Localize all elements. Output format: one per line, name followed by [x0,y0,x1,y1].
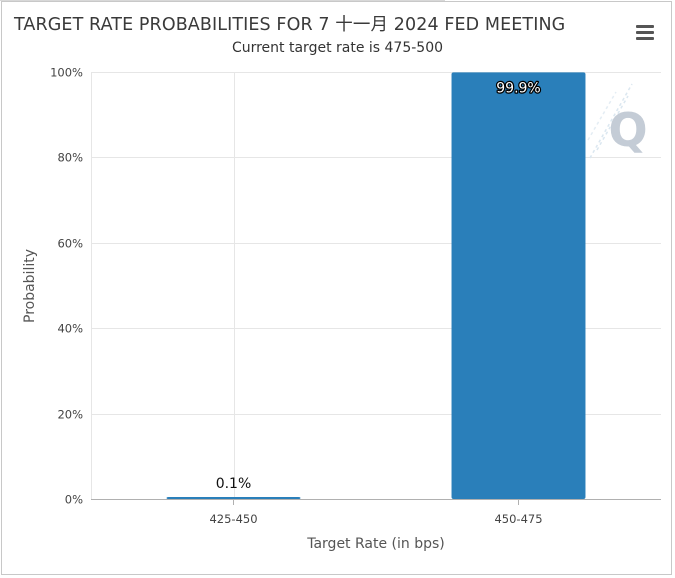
hamburger-menu-icon[interactable] [634,23,656,41]
label-layer: 0.1% 99.9% [216,79,542,492]
chart-subtitle: Current target rate is 475-500 [231,40,444,56]
x-tick-label: 425-450 [209,512,257,526]
chart-title: TARGET RATE PROBABILITIES FOR 7 十一月 2024… [14,15,566,35]
y-tick-label: 80% [57,151,83,165]
top-divider [0,0,445,1]
y-axis-title: Probability [22,249,38,323]
bar-layer [166,72,586,499]
axis-layer: 0% 20% 40% 60% 80% 100% 425-450 450-475 [50,66,661,526]
x-axis-title: Target Rate (in bps) [306,536,445,552]
bar-450-475 [451,72,586,499]
watermark-logo: Q [587,83,648,159]
watermark-stripes [587,83,633,159]
data-label: 99.9% [496,80,540,96]
y-tick-label: 20% [57,408,83,422]
x-tick-label: 450-475 [494,512,542,526]
y-tick-label: 60% [57,237,83,251]
watermark-letter: Q [608,103,647,157]
y-tick-label: 0% [65,493,83,507]
bar-425-450 [166,497,301,499]
y-tick-label: 100% [50,66,83,80]
y-tick-label: 40% [57,322,83,336]
data-label: 0.1% [216,476,252,492]
